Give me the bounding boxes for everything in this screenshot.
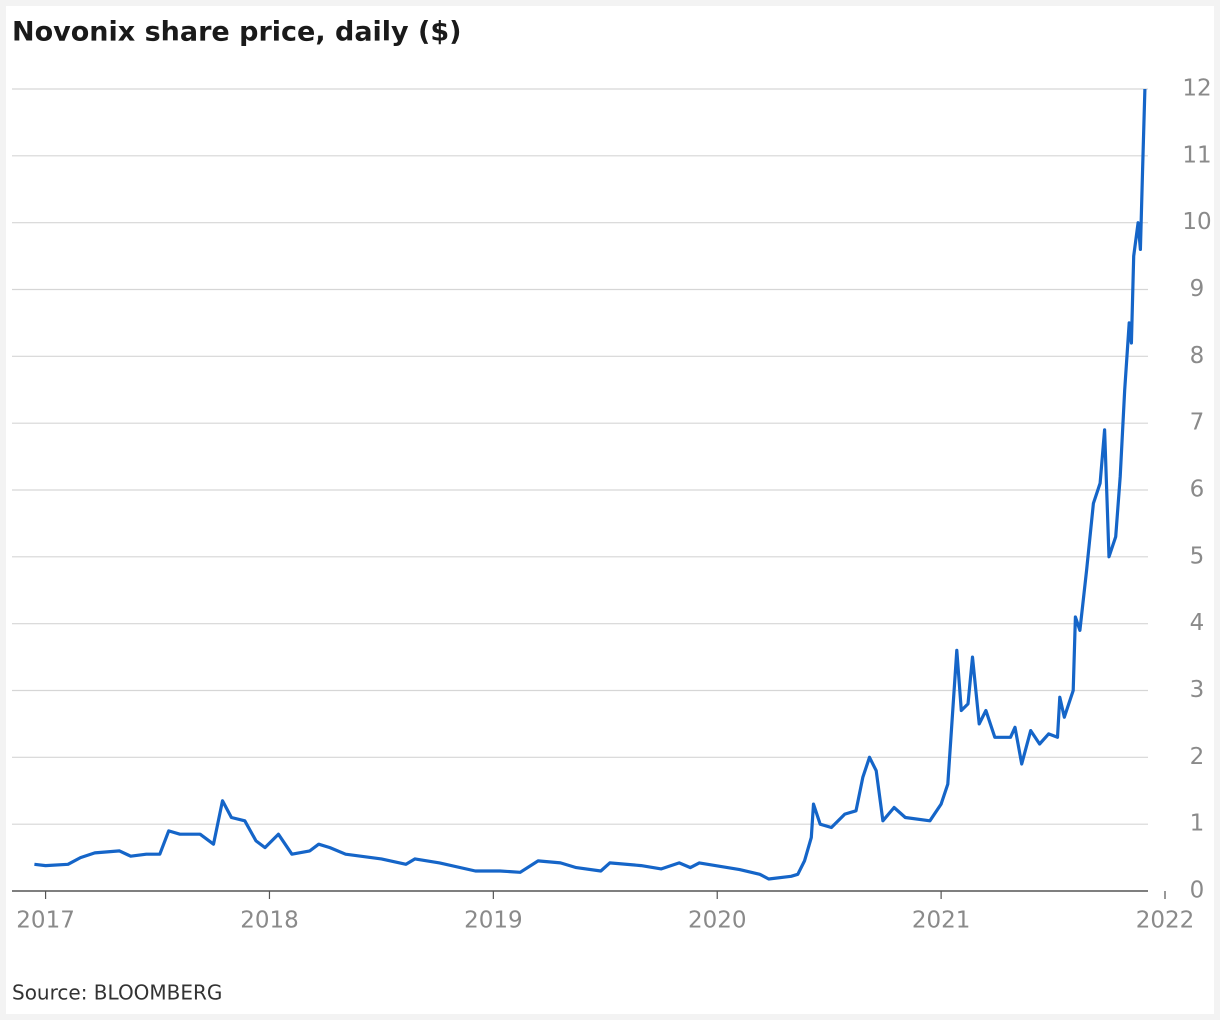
y-tick-label: 8 — [1190, 343, 1205, 369]
x-tick-label: 2022 — [1136, 908, 1195, 934]
source: Source: BLOOMBERG — [12, 981, 222, 1005]
x-tick-label: 2019 — [464, 908, 523, 934]
y-tick-label: 7 — [1190, 410, 1205, 436]
x-tick-label: 2017 — [16, 908, 75, 934]
y-tick-label: 9 — [1190, 276, 1205, 302]
x-tick-label: 2020 — [688, 908, 747, 934]
y-tick-label: 10 — [1182, 209, 1211, 235]
y-tick-label: 3 — [1190, 677, 1205, 703]
y-tick-label: 0 — [1190, 878, 1205, 904]
price-line — [34, 88, 1147, 881]
y-tick-label: 1 — [1190, 811, 1205, 837]
y-tick-label: 4 — [1190, 610, 1205, 636]
chart-title: Novonix share price, daily ($) — [12, 17, 462, 48]
y-tick-label: 2 — [1190, 744, 1205, 770]
y-tick-label: 5 — [1190, 543, 1205, 569]
y-tick-label: 6 — [1190, 477, 1205, 503]
y-tick-label: 11 — [1182, 142, 1211, 168]
x-tick-label: 2021 — [912, 908, 971, 934]
x-tick-label: 2018 — [240, 908, 299, 934]
panel — [6, 6, 1214, 1014]
y-tick-label: 12 — [1182, 76, 1211, 102]
